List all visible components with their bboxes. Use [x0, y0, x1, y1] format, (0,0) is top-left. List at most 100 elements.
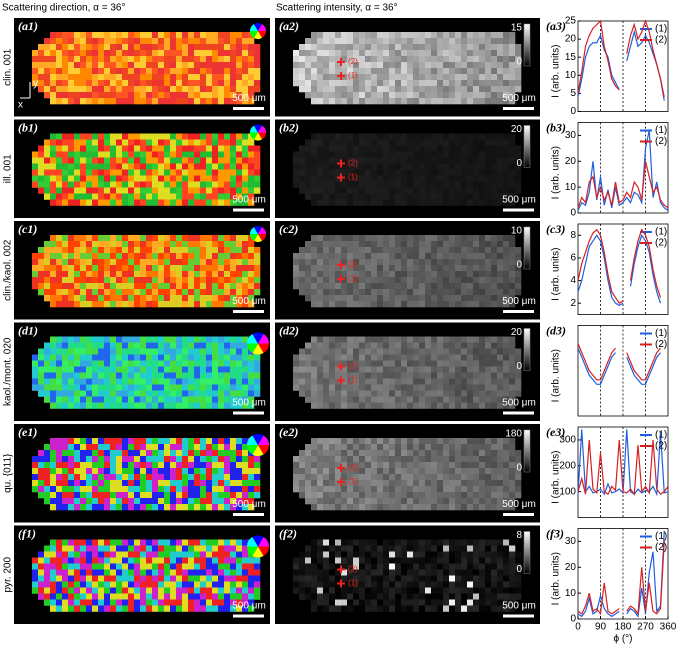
intensity-pixel — [293, 74, 300, 81]
direction-pixel — [86, 504, 93, 511]
direction-pixel — [104, 438, 111, 445]
direction-pixel — [158, 62, 165, 69]
direction-pixel — [32, 169, 39, 176]
intensity-pixel — [329, 199, 336, 206]
intensity-pixel — [365, 175, 372, 182]
direction-pixel — [32, 151, 39, 158]
intensity-pixel — [437, 139, 444, 146]
intensity-pixel — [449, 247, 456, 254]
direction-pixel — [170, 575, 177, 582]
direction-pixel — [50, 384, 57, 391]
direction-pixel — [224, 86, 231, 93]
intensity-pixel — [461, 199, 468, 206]
direction-pixel — [248, 247, 255, 254]
direction-pixel — [32, 265, 39, 272]
direction-pixel — [98, 247, 105, 254]
direction-pixel — [110, 157, 117, 164]
direction-pixel — [170, 384, 177, 391]
intensity-pixel — [353, 199, 360, 206]
direction-pixel — [164, 575, 171, 582]
intensity-pixel — [389, 44, 396, 51]
direction-pixel — [74, 378, 81, 385]
intensity-pixel — [341, 181, 348, 188]
direction-pixel — [236, 92, 243, 99]
direction-pixel — [74, 80, 81, 87]
direction-pixel — [146, 450, 153, 457]
direction-pixel — [176, 569, 183, 576]
direction-pixel — [86, 133, 93, 140]
direction-pixel — [182, 181, 189, 188]
intensity-pixel — [395, 504, 402, 511]
direction-pixel — [176, 468, 183, 475]
direction-pixel — [248, 569, 255, 576]
intensity-pixel — [485, 247, 492, 254]
direction-pixel — [44, 462, 51, 469]
direction-pixel — [206, 181, 213, 188]
direction-pixel — [188, 277, 195, 284]
intensity-pixel — [491, 145, 498, 152]
intensity-pixel — [317, 480, 324, 487]
direction-pixel — [230, 181, 237, 188]
direction-pixel — [236, 265, 243, 272]
direction-pixel — [194, 181, 201, 188]
direction-pixel — [230, 587, 237, 594]
intensity-pixel — [431, 235, 438, 242]
intensity-pixel — [509, 354, 516, 361]
direction-pixel — [248, 563, 255, 570]
direction-pixel — [62, 199, 69, 206]
intensity-pixel — [497, 163, 504, 170]
intensity-pixel — [377, 486, 384, 493]
intensity-pixel — [335, 492, 342, 499]
direction-pixel — [92, 44, 99, 51]
direction-pixel — [236, 378, 243, 385]
intensity-pixel — [401, 277, 408, 284]
direction-pixel — [182, 450, 189, 457]
direction-pixel — [122, 504, 129, 511]
intensity-pixel — [443, 175, 450, 182]
intensity-pixel — [509, 32, 516, 39]
direction-pixel — [200, 62, 207, 69]
direction-pixel — [32, 581, 39, 588]
direction-pixel — [188, 366, 195, 373]
direction-pixel — [50, 86, 57, 93]
intensity-pixel — [419, 151, 426, 158]
direction-pixel — [170, 474, 177, 481]
direction-pixel — [158, 390, 165, 397]
direction-pixel — [152, 271, 159, 278]
direction-pixel — [182, 50, 189, 57]
intensity-pixel — [503, 253, 510, 260]
intensity-pixel — [407, 390, 414, 397]
direction-pixel — [248, 241, 255, 248]
direction-pixel — [104, 74, 111, 81]
direction-pixel — [92, 462, 99, 469]
intensity-pixel — [299, 450, 306, 457]
direction-pixel — [122, 539, 129, 546]
intensity-pixel — [329, 474, 336, 481]
intensity-pixel — [323, 265, 330, 272]
direction-pixel — [116, 289, 123, 296]
intensity-pixel — [419, 444, 426, 451]
direction-pixel — [158, 480, 165, 487]
direction-pixel — [206, 169, 213, 176]
intensity-pixel — [389, 498, 396, 505]
direction-pixel — [194, 139, 201, 146]
intensity-pixel — [419, 336, 426, 343]
direction-pixel — [146, 169, 153, 176]
intensity-pixel — [347, 68, 354, 75]
direction-pixel — [182, 289, 189, 296]
intensity-pixel — [461, 169, 468, 176]
intensity-pixel — [341, 92, 348, 99]
colorbar-tick-label: 0 — [516, 361, 522, 372]
direction-pixel — [86, 378, 93, 385]
direction-pixel — [194, 157, 201, 164]
intensity-pixel — [371, 289, 378, 296]
intensity-pixel — [491, 360, 498, 367]
direction-pixel — [62, 575, 69, 582]
direction-pixel — [224, 133, 231, 140]
intensity-pixel — [479, 259, 486, 266]
intensity-pixel — [365, 342, 372, 349]
direction-pixel — [164, 175, 171, 182]
intensity-pixel — [509, 360, 516, 367]
intensity-pixel — [365, 199, 372, 206]
direction-pixel — [206, 354, 213, 361]
